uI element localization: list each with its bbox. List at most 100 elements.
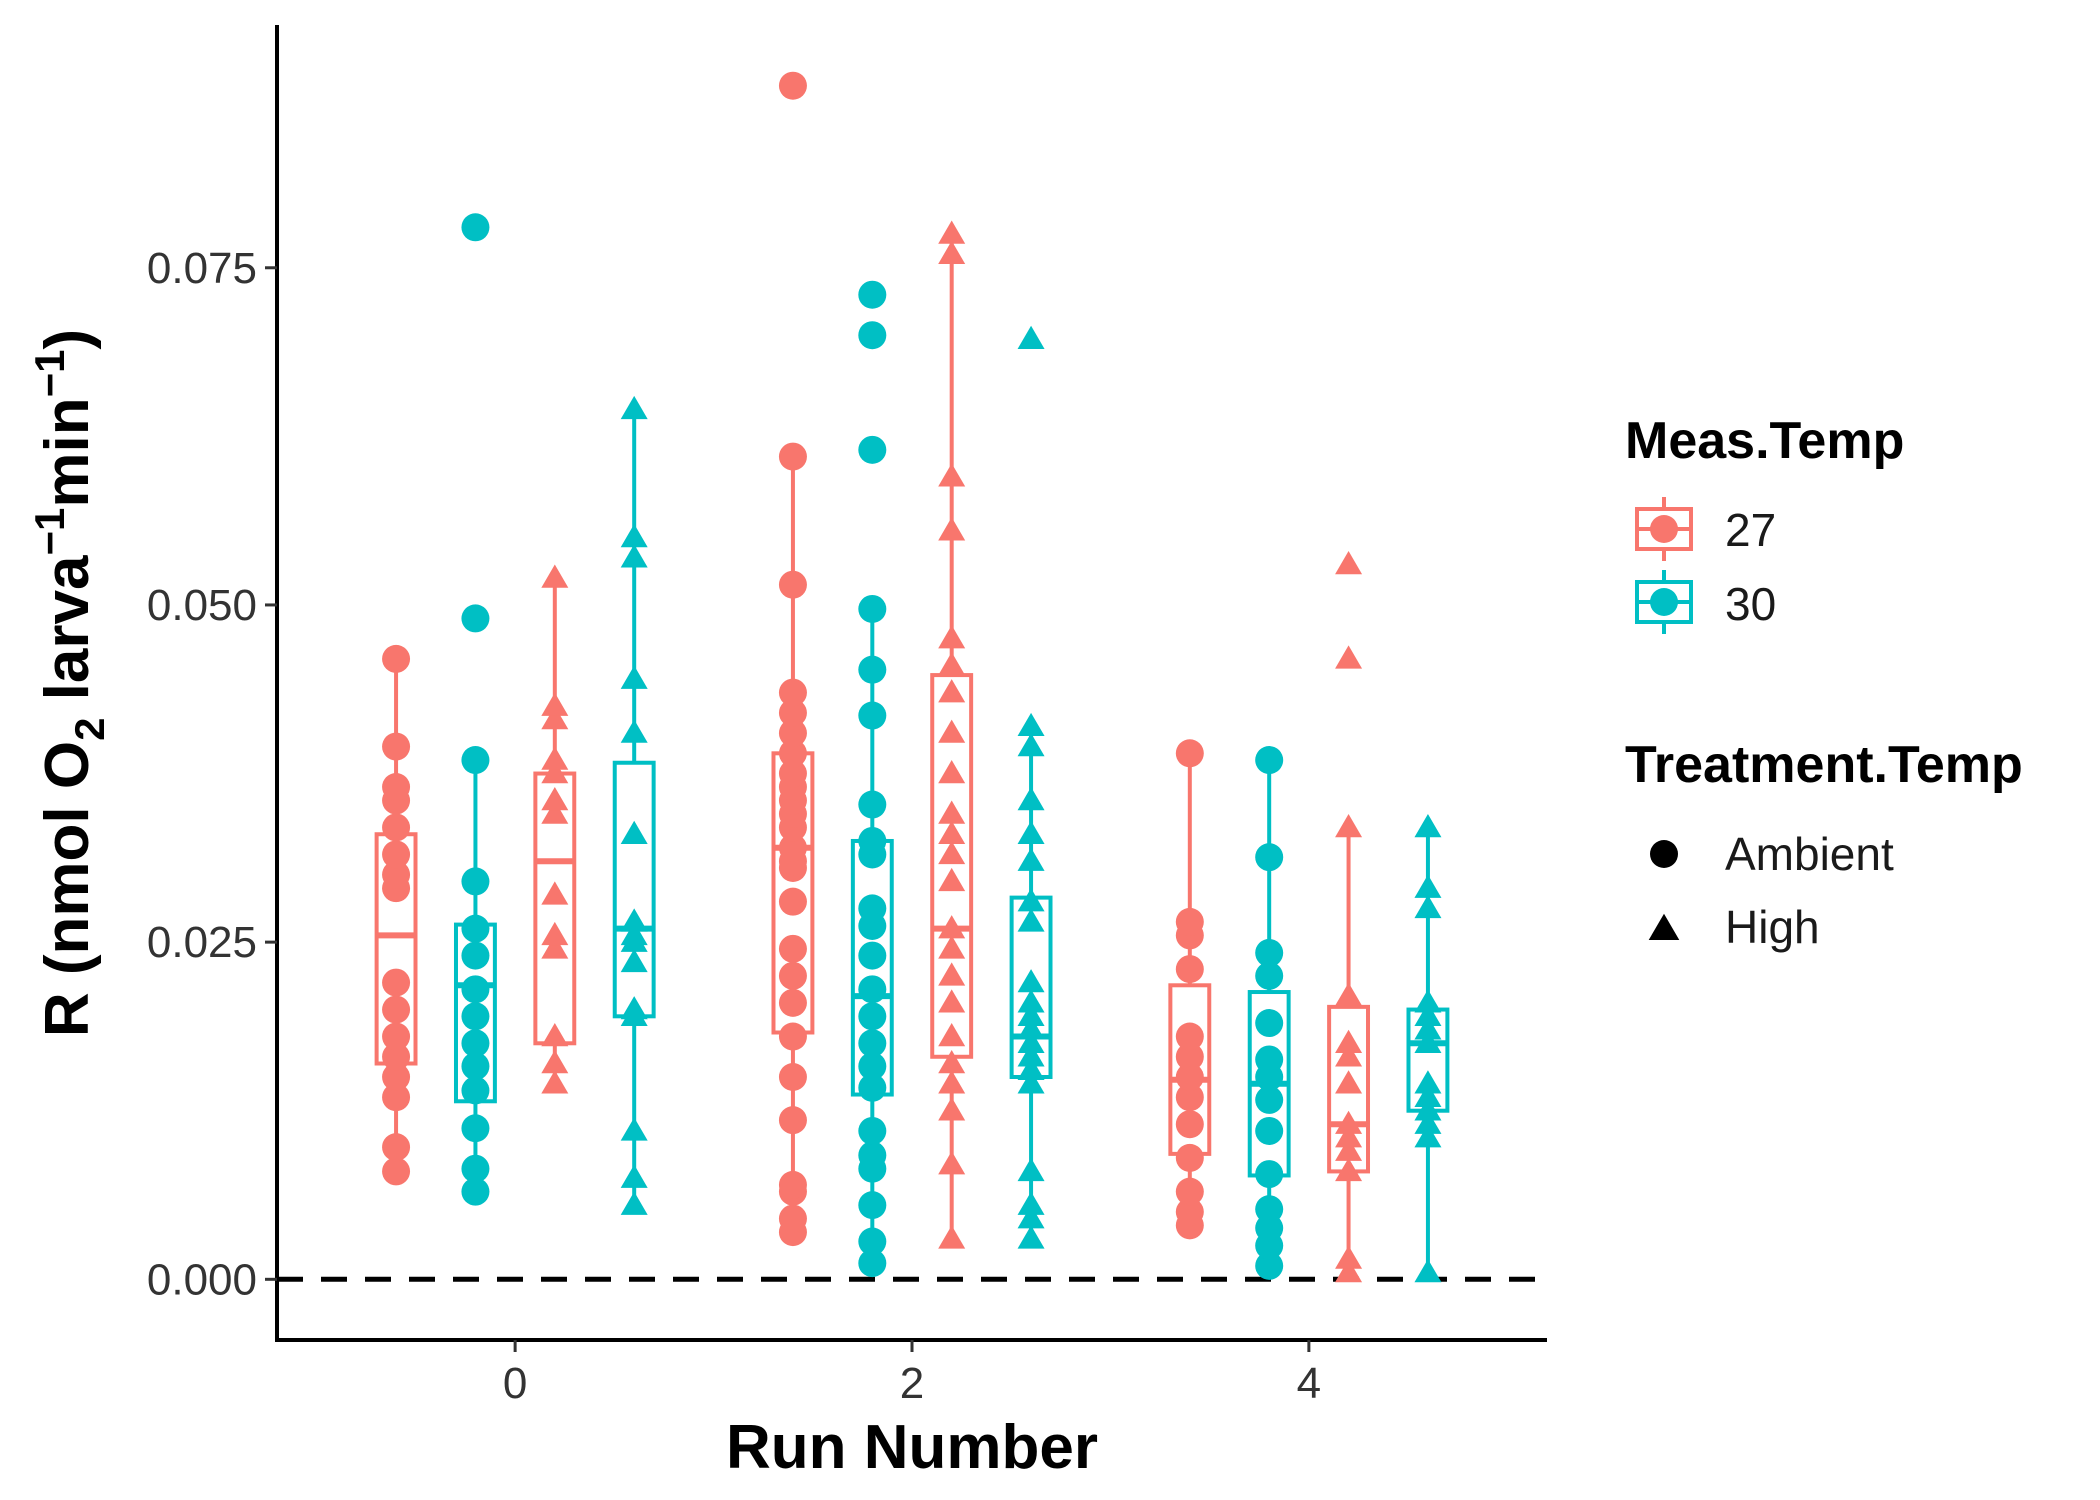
y-axis-title: R (nmol O2 larva−1min−1) [26,329,113,1037]
box-group [1009,325,1053,1249]
data-point-triangle [620,665,648,689]
data-point-circle [778,961,807,990]
data-point-circle [858,790,887,819]
data-point-triangle [1017,888,1045,912]
legend-treatment-temp-keys [1648,840,1680,941]
data-point-circle [1175,1110,1204,1139]
data-point-triangle [1414,1029,1442,1054]
data-point-triangle [1017,733,1045,757]
data-point-circle [858,280,887,309]
box-group [930,220,974,1249]
legend-key-point [1650,515,1678,543]
data-point-triangle [1017,1070,1045,1094]
data-point-triangle [1017,325,1045,349]
data-point-triangle [1335,1110,1363,1134]
data-point-circle [382,1042,411,1071]
legend-label-30: 30 [1725,578,1776,630]
box-group [1168,739,1212,1240]
data-point-circle [461,1154,490,1183]
data-point-triangle [541,760,569,784]
data-point-circle [858,1052,887,1081]
y-tick-label: 0.025 [147,918,257,967]
y-tick-label: 0.050 [147,581,257,630]
data-point-circle [778,442,807,471]
box-group [850,280,894,1278]
data-point-triangle [620,908,648,932]
data-point-triangle [938,1023,966,1047]
data-point-circle [778,887,807,916]
data-point-circle [778,1170,807,1199]
data-point-triangle [620,719,648,743]
data-point-circle [461,213,490,242]
data-point-triangle [1335,1029,1363,1054]
data-point-circle [778,570,807,599]
box-iqr [612,760,656,1019]
data-point-triangle [1017,908,1045,932]
y-axis-ticks: 0.000 0.025 0.050 0.075 [147,244,277,1304]
data-point-circle [858,1227,887,1256]
data-point-triangle [541,921,569,946]
data-point-triangle [541,1070,569,1094]
data-point-triangle [541,746,569,770]
data-point-circle [461,1114,490,1143]
legend-treatment-temp: Treatment.Temp Ambient High [1625,736,2023,953]
legend-key-point [1650,588,1678,616]
data-point-triangle [938,652,966,676]
data-point-circle [778,759,807,788]
data-point-circle [858,701,887,730]
data-point-circle [858,655,887,684]
data-point-triangle [1414,1070,1442,1094]
data-point-triangle [1414,1083,1442,1107]
data-point-circle [1175,1083,1204,1112]
legend-key-circle [1650,840,1678,868]
data-point-circle [461,975,490,1004]
data-point-triangle [1017,1002,1045,1027]
data-point-circle [858,1029,887,1058]
data-point-triangle [938,1225,966,1249]
data-point-circle [1255,1251,1284,1280]
data-point-circle [382,644,411,673]
data-point-circle [1175,739,1204,768]
data-point-triangle [620,948,648,973]
data-point-circle [1175,1063,1204,1091]
data-point-circle [382,1022,411,1051]
legend-treatment-temp-title: Treatment.Temp [1625,736,2023,794]
data-point-triangle [938,1151,966,1175]
data-point-triangle [938,800,966,824]
data-point-triangle [1017,1016,1045,1040]
data-point-triangle [1017,1043,1045,1067]
data-point-circle [382,968,411,997]
data-point-triangle [938,220,966,244]
data-point-circle [778,833,807,862]
box-group [1247,746,1291,1280]
data-point-triangle [620,1191,648,1215]
data-point-triangle [1335,1070,1363,1094]
box-group [612,395,656,1215]
data-point-triangle [541,881,569,905]
data-point-triangle [1414,1110,1442,1134]
data-point-circle [461,914,490,943]
data-point-circle [858,1073,887,1102]
data-point-triangle [1335,813,1363,838]
data-point-triangle [938,915,966,939]
data-point-circle [382,773,411,802]
data-point-circle [382,860,411,889]
data-point-triangle [1414,1097,1442,1121]
data-point-triangle [1414,1259,1442,1283]
plot-area [374,71,1450,1283]
data-point-triangle [938,962,966,986]
data-point-triangle [1017,1225,1045,1249]
data-point-triangle [938,463,966,487]
data-point-triangle [1414,989,1442,1013]
data-point-triangle [620,395,648,420]
data-point-circle [461,1076,490,1105]
data-point-circle [382,1063,411,1091]
data-point-circle [858,1191,887,1220]
data-point-circle [1255,1009,1284,1038]
data-point-triangle [1414,1016,1442,1040]
data-point-triangle [938,867,966,892]
y-title-prefix: R (nmol O [33,741,102,1037]
data-point-circle [1255,1085,1284,1114]
data-point-triangle [1335,1245,1363,1269]
data-point-circle [858,1002,887,1031]
